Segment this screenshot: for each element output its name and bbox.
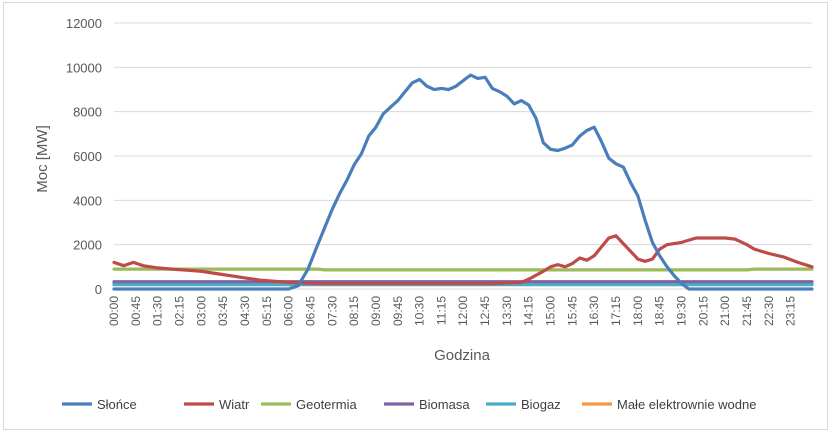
x-tick-label: 09:45 <box>391 296 405 326</box>
x-tick-label: 06:00 <box>282 296 296 326</box>
x-tick-label: 21:00 <box>718 296 732 326</box>
x-tick-label: 21:45 <box>740 296 754 326</box>
y-tick-label: 12000 <box>66 16 102 31</box>
x-tick-label: 20:15 <box>696 296 710 326</box>
x-tick-label: 23:15 <box>784 296 798 326</box>
x-tick-label: 11:15 <box>434 296 448 325</box>
x-tick-label: 15:00 <box>544 296 558 326</box>
x-tick-label: 16:30 <box>587 296 601 326</box>
x-tick-label: 09:00 <box>369 296 383 326</box>
legend-label: Geotermia <box>296 397 357 412</box>
y-tick-label: 2000 <box>73 238 102 253</box>
y-axis-tick-labels: 0 2000 4000 6000 8000 10000 12000 <box>66 16 102 297</box>
chart-frame: 0 2000 4000 6000 8000 10000 12000 00:00 00:45 01… <box>3 2 828 430</box>
x-tick-label: 00:45 <box>129 296 143 326</box>
x-tick-label: 17:15 <box>609 296 623 326</box>
gridlines <box>114 22 812 290</box>
x-tick-label: 06:45 <box>303 296 317 326</box>
series-lines <box>112 73 814 291</box>
y-tick-label: 8000 <box>73 105 102 120</box>
legend-label: Biogaz <box>521 397 561 412</box>
x-tick-label: 14:15 <box>522 296 536 326</box>
y-tick-label: 4000 <box>73 193 102 208</box>
x-tick-label: 15:45 <box>565 296 579 326</box>
x-tick-label: 03:00 <box>194 296 208 326</box>
x-axis-title: Godzina <box>434 347 491 364</box>
x-tick-label: 12:00 <box>456 296 470 326</box>
legend-label: Małe elektrownie wodne <box>617 397 756 412</box>
legend-label: Słońce <box>97 397 137 412</box>
y-tick-label: 10000 <box>66 60 102 75</box>
x-tick-label: 00:00 <box>107 296 121 326</box>
x-tick-label: 05:15 <box>260 296 274 326</box>
y-tick-label: 0 <box>95 282 102 297</box>
series-line-3 <box>112 267 814 272</box>
power-line-chart: 0 2000 4000 6000 8000 10000 12000 00:00 00:45 01… <box>34 16 814 412</box>
x-tick-label: 12:45 <box>478 296 492 326</box>
legend: Słońce Wiatr Geotermia Biomasa Biogaz Małe el… <box>62 397 756 412</box>
x-tick-label: 18:45 <box>653 296 667 326</box>
x-tick-label: 18:00 <box>631 296 645 326</box>
series-line-1 <box>112 73 814 291</box>
y-tick-label: 6000 <box>73 149 102 164</box>
x-tick-label: 01:30 <box>151 296 165 326</box>
legend-label: Biomasa <box>419 397 470 412</box>
legend-label: Wiatr <box>219 397 250 412</box>
x-tick-label: 10:30 <box>413 296 427 326</box>
x-tick-label: 04:30 <box>238 296 252 326</box>
y-axis-title: Moc [MW] <box>34 125 51 193</box>
x-tick-label: 19:30 <box>675 296 689 326</box>
x-tick-label: 13:30 <box>500 296 514 326</box>
x-tick-label: 02:15 <box>172 296 186 326</box>
x-axis-tick-labels: 00:00 00:45 01:30 02:15 03:00 03:45 04:30 05:15… <box>107 296 798 326</box>
x-tick-label: 07:30 <box>325 296 339 326</box>
x-tick-label: 22:30 <box>762 296 776 326</box>
x-tick-label: 08:15 <box>347 296 361 326</box>
series-line-2 <box>112 234 814 286</box>
x-tick-label: 03:45 <box>216 296 230 326</box>
